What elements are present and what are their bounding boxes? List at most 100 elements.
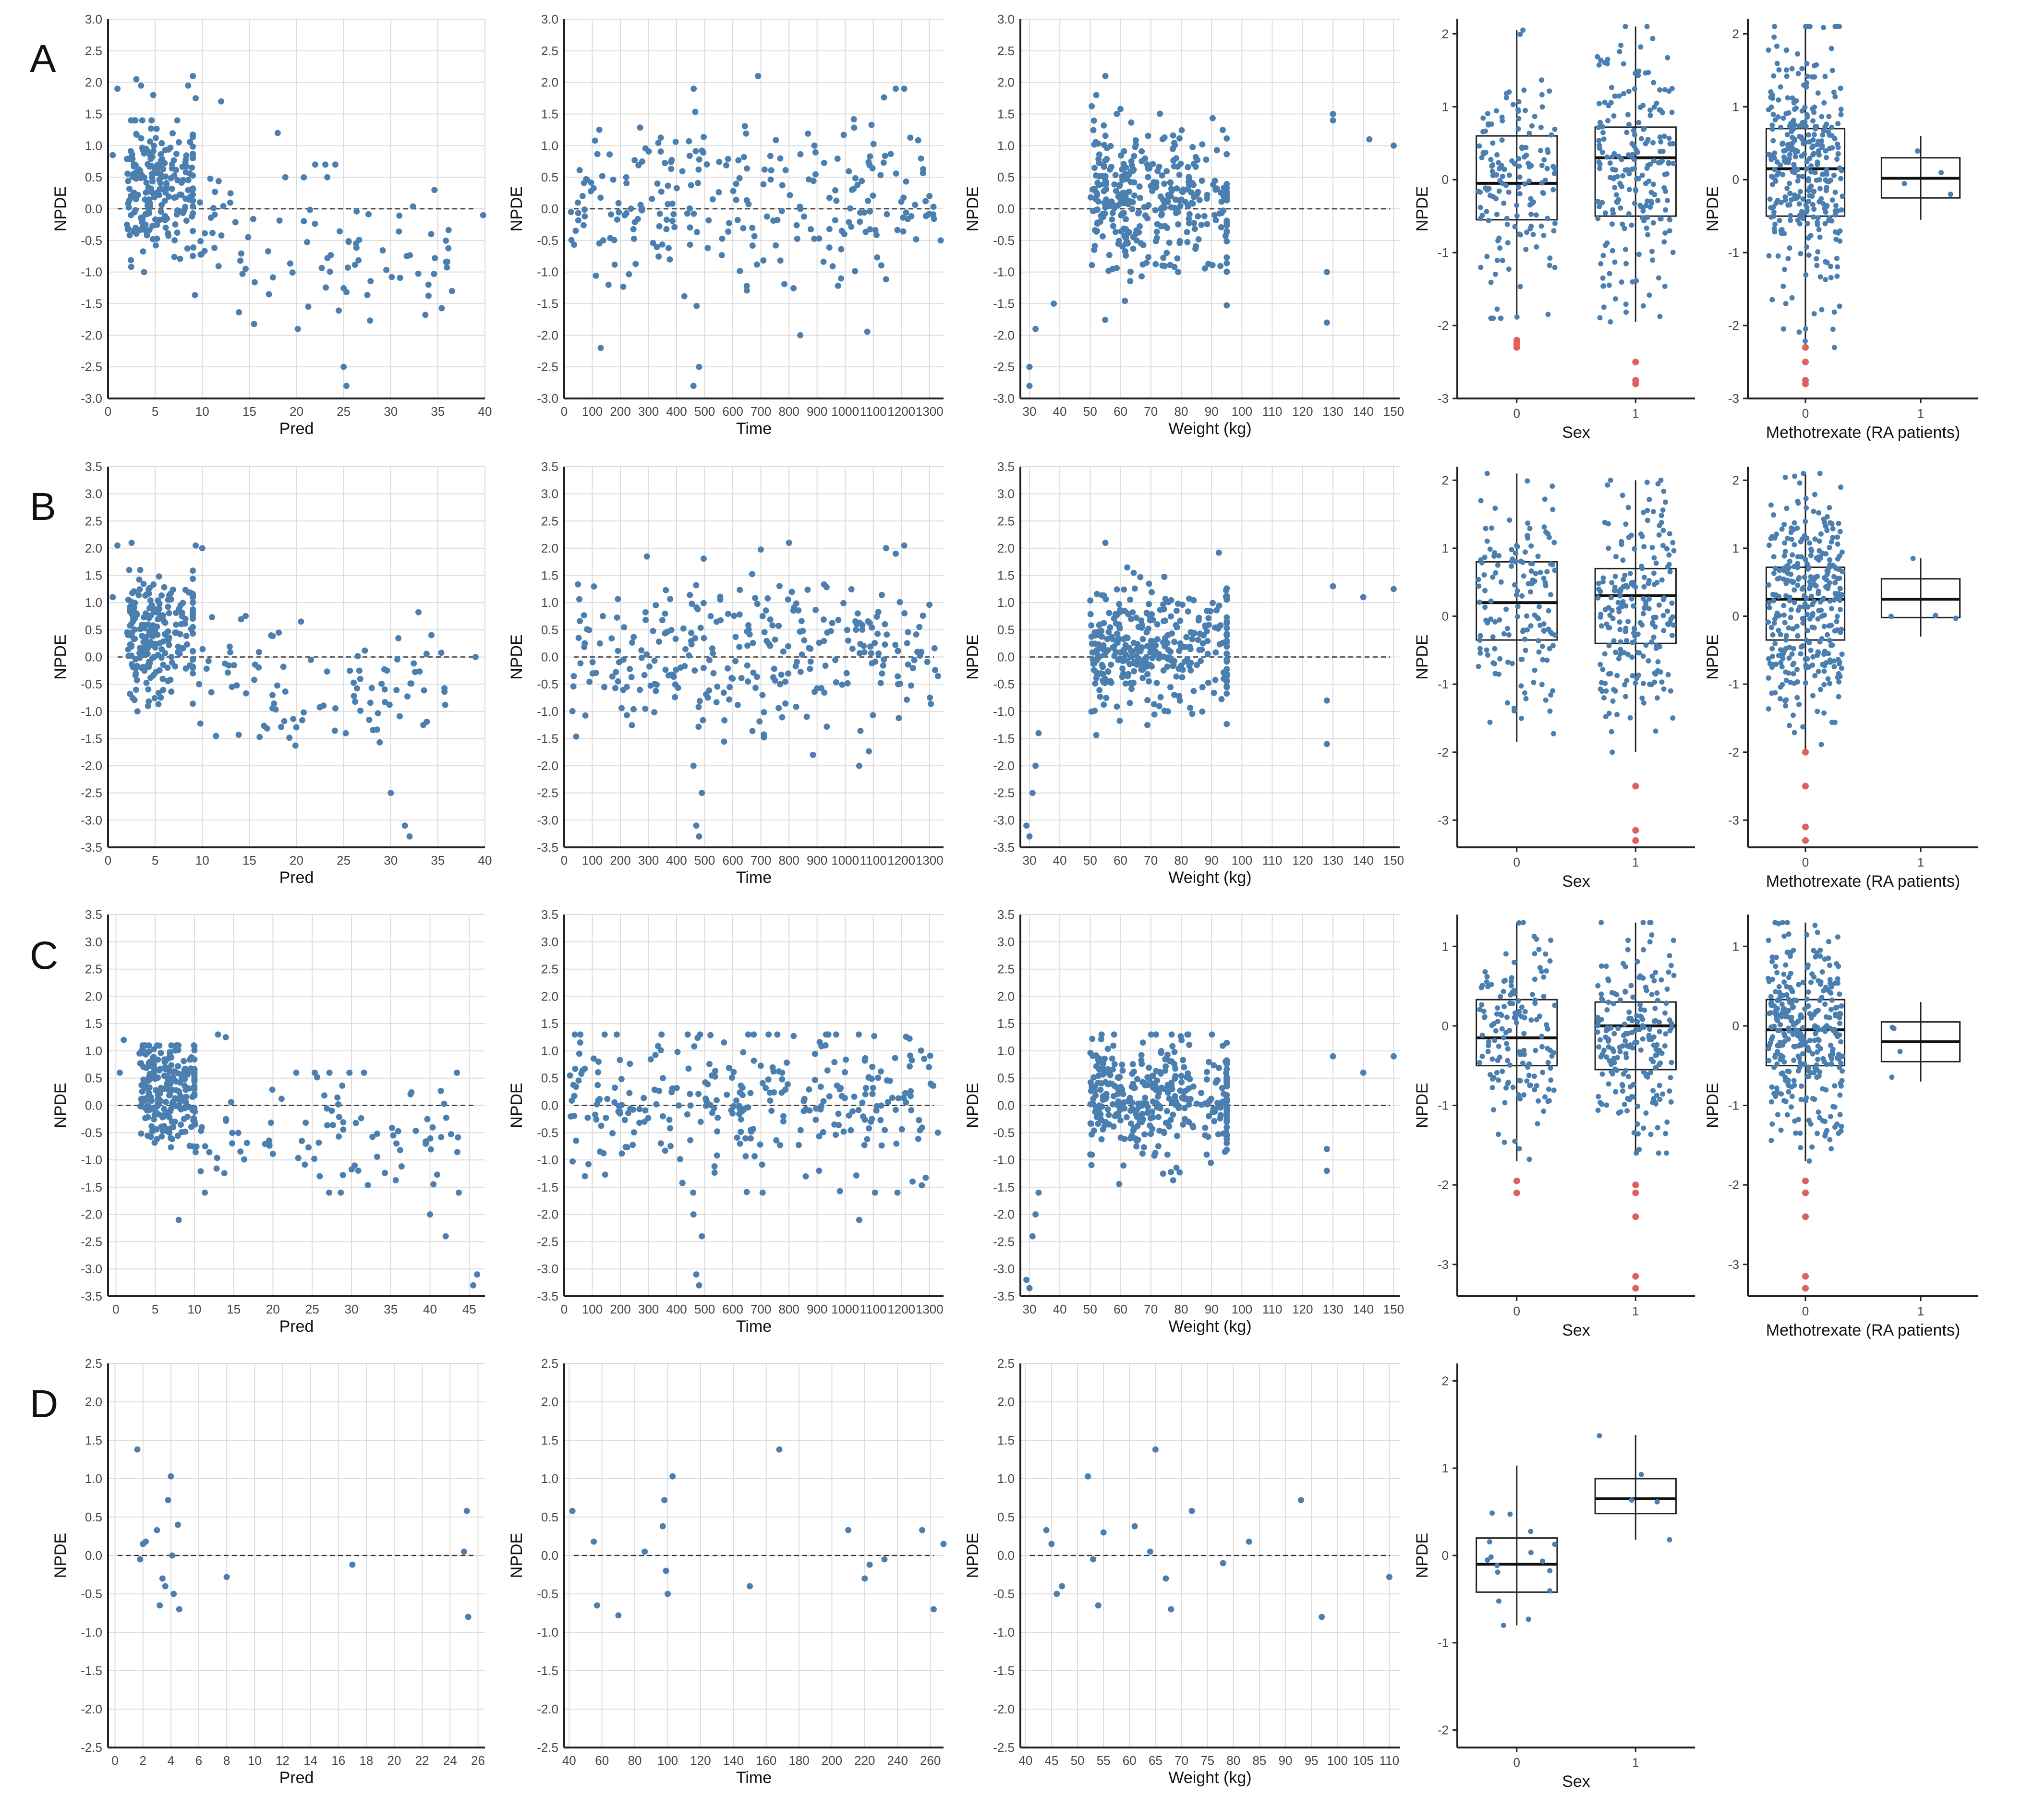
data-point bbox=[1162, 263, 1168, 269]
data-point bbox=[1811, 206, 1817, 212]
data-point bbox=[1108, 662, 1114, 668]
data-point bbox=[656, 1087, 663, 1094]
data-point bbox=[1176, 171, 1183, 178]
data-point bbox=[674, 1049, 681, 1055]
data-point bbox=[1609, 580, 1615, 586]
data-point bbox=[178, 192, 185, 198]
data-point bbox=[651, 657, 658, 664]
data-point bbox=[1120, 200, 1127, 206]
data-point bbox=[868, 121, 875, 128]
data-point bbox=[151, 1061, 157, 1068]
data-point bbox=[1766, 253, 1772, 259]
y-axis-title: NPDE bbox=[1413, 634, 1431, 679]
data-point bbox=[267, 1120, 274, 1126]
y-tick-label: -2.5 bbox=[537, 786, 558, 800]
data-point bbox=[1168, 1169, 1174, 1175]
data-point bbox=[168, 1062, 175, 1069]
data-point bbox=[703, 161, 710, 168]
data-point bbox=[1222, 672, 1229, 679]
data-point bbox=[1626, 211, 1632, 217]
data-point bbox=[655, 140, 662, 146]
data-point bbox=[810, 751, 816, 758]
data-point bbox=[692, 148, 699, 155]
data-point bbox=[1791, 527, 1796, 532]
data-point bbox=[1662, 230, 1668, 236]
data-point bbox=[1148, 183, 1154, 189]
y-tick-label: 0.5 bbox=[997, 170, 1015, 184]
data-point bbox=[1800, 615, 1806, 621]
data-point bbox=[908, 1107, 915, 1113]
data-point bbox=[1090, 649, 1097, 656]
data-point bbox=[909, 665, 916, 672]
data-point bbox=[1647, 596, 1652, 602]
data-point bbox=[1149, 1125, 1156, 1132]
data-point bbox=[915, 137, 921, 144]
data-point bbox=[1631, 603, 1636, 609]
data-point bbox=[1768, 502, 1774, 508]
data-point bbox=[395, 1128, 401, 1134]
data-point bbox=[1791, 646, 1796, 651]
data-point bbox=[1610, 154, 1615, 160]
data-point bbox=[1547, 255, 1553, 261]
data-point bbox=[775, 705, 782, 711]
data-point bbox=[1537, 604, 1542, 610]
data-point bbox=[1195, 236, 1202, 242]
data-point bbox=[1597, 120, 1603, 125]
data-point bbox=[1165, 1089, 1171, 1096]
data-point bbox=[919, 1124, 925, 1131]
data-point bbox=[1837, 228, 1843, 234]
data-point bbox=[1635, 149, 1640, 155]
data-point bbox=[1771, 73, 1777, 79]
data-point bbox=[431, 271, 437, 277]
data-point bbox=[1199, 708, 1206, 715]
data-point bbox=[1478, 498, 1484, 504]
data-point bbox=[303, 1120, 309, 1126]
data-point bbox=[1643, 602, 1648, 608]
data-point bbox=[412, 1128, 419, 1134]
data-point bbox=[1640, 611, 1646, 616]
data-point bbox=[856, 762, 862, 769]
data-point bbox=[920, 170, 926, 177]
data-point bbox=[627, 1061, 633, 1067]
y-tick-label: 1.5 bbox=[85, 107, 102, 121]
box-iqr bbox=[1476, 135, 1558, 221]
data-point bbox=[1544, 657, 1550, 663]
data-point bbox=[344, 264, 351, 271]
y-tick-label: 1.0 bbox=[541, 1044, 558, 1058]
data-point bbox=[691, 1043, 698, 1050]
data-point bbox=[1664, 546, 1670, 552]
data-point bbox=[1660, 528, 1666, 533]
data-point bbox=[730, 1069, 737, 1075]
data-point bbox=[1646, 578, 1652, 583]
data-point bbox=[840, 1128, 847, 1135]
data-point bbox=[251, 279, 258, 286]
data-point bbox=[1609, 608, 1615, 613]
data-point bbox=[1834, 614, 1840, 619]
data-point bbox=[725, 156, 731, 162]
data-point bbox=[1661, 239, 1667, 245]
data-point bbox=[351, 262, 358, 268]
data-point bbox=[1787, 723, 1792, 728]
data-point bbox=[1504, 700, 1510, 706]
y-tick-label: -1.5 bbox=[993, 1180, 1015, 1194]
data-point bbox=[199, 646, 206, 652]
data-point bbox=[1661, 686, 1667, 692]
data-point bbox=[1506, 266, 1512, 272]
data-point bbox=[651, 709, 658, 716]
data-point bbox=[1794, 195, 1800, 201]
data-point bbox=[934, 1129, 941, 1136]
data-point bbox=[1600, 253, 1606, 258]
data-point bbox=[1128, 616, 1135, 622]
data-point bbox=[1551, 228, 1557, 234]
data-point bbox=[1119, 1086, 1126, 1093]
data-point bbox=[1595, 54, 1600, 60]
data-point bbox=[882, 641, 888, 648]
data-point bbox=[901, 85, 908, 92]
data-point bbox=[427, 1146, 434, 1153]
data-point bbox=[1789, 536, 1794, 542]
data-point bbox=[269, 692, 276, 699]
data-point bbox=[1661, 488, 1667, 494]
x-tick-label: 0 bbox=[112, 1302, 119, 1316]
y-tick-label: 0.5 bbox=[541, 1071, 558, 1085]
data-point bbox=[1838, 484, 1843, 490]
